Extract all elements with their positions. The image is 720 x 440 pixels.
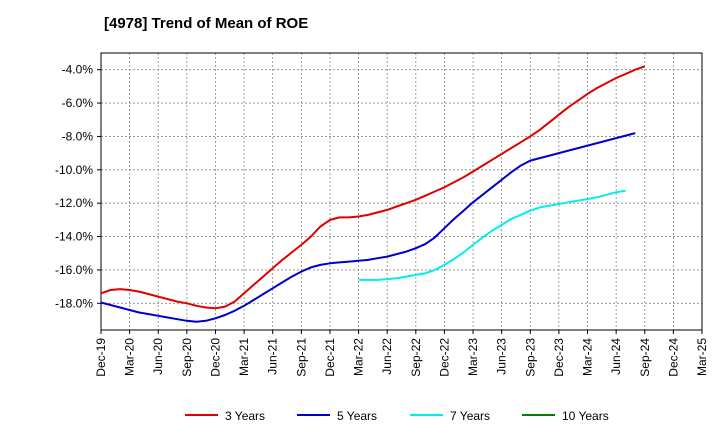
x-tick-label: Sep-24 — [638, 338, 652, 377]
y-tick-label: -14.0% — [55, 230, 93, 244]
x-tick-label: Sep-21 — [294, 338, 308, 377]
chart-title: [4978] Trend of Mean of ROE — [104, 15, 309, 32]
legend-label: 10 Years — [562, 409, 609, 423]
x-tick-label: Mar-24 — [581, 338, 595, 376]
x-tick-label: Mar-23 — [466, 338, 480, 376]
x-tick-label: Mar-20 — [123, 338, 137, 376]
plot-area — [100, 52, 703, 331]
y-tick-label: -10.0% — [55, 163, 93, 177]
legend-label: 7 Years — [450, 409, 490, 423]
plot-border — [100, 52, 703, 331]
y-tick-label: -6.0% — [62, 96, 94, 110]
x-tick-label: Sep-23 — [523, 338, 537, 377]
x-tick-label: Mar-21 — [237, 338, 251, 376]
x-tick-label: Dec-23 — [552, 338, 566, 377]
legend-label: 5 Years — [337, 409, 377, 423]
y-tick-label: -4.0% — [62, 63, 94, 77]
x-tick-label: Jun-21 — [266, 338, 280, 375]
legend-label: 3 Years — [225, 409, 265, 423]
y-tick-label: -12.0% — [55, 196, 93, 210]
x-tick-label: Dec-24 — [666, 338, 680, 377]
y-tick-label: -18.0% — [55, 296, 93, 310]
x-tick-label: Jun-24 — [609, 338, 623, 375]
y-tick-label: -16.0% — [55, 263, 93, 277]
x-tick-label: Dec-21 — [323, 338, 337, 377]
x-tick-label: Jun-23 — [495, 338, 509, 375]
series-line-3-years — [100, 65, 646, 310]
x-tick-label: Dec-19 — [94, 338, 108, 377]
x-tick-label: Mar-25 — [695, 338, 709, 376]
series-line-5-years — [100, 132, 636, 323]
series-line-7-years — [358, 189, 626, 281]
x-tick-label: Dec-20 — [208, 338, 222, 377]
x-tick-label: Jun-20 — [151, 338, 165, 375]
y-tick-label: -8.0% — [62, 129, 94, 143]
x-tick-label: Mar-22 — [352, 338, 366, 376]
x-tick-label: Sep-20 — [180, 338, 194, 377]
x-tick-label: Dec-22 — [437, 338, 451, 377]
x-tick-label: Jun-22 — [380, 338, 394, 375]
x-tick-label: Sep-22 — [409, 338, 423, 377]
